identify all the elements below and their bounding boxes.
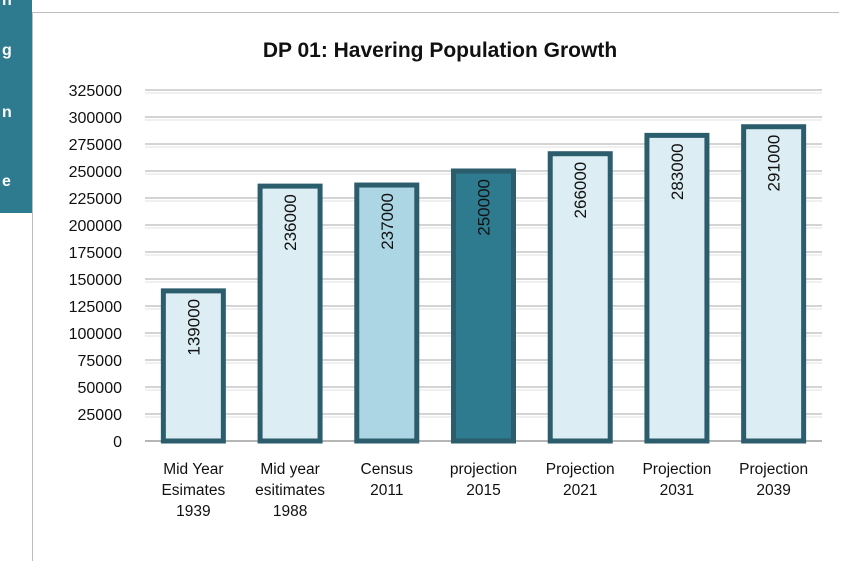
bar xyxy=(547,151,613,444)
y-tick-label: 125000 xyxy=(69,299,122,316)
x-tick-label: Projection 2039 xyxy=(739,461,808,499)
y-tick-label: 100000 xyxy=(69,326,122,343)
y-tick-label: 250000 xyxy=(69,164,122,181)
side-panel-text: n xyxy=(2,0,12,9)
data-label: 283000 xyxy=(668,143,687,200)
bar xyxy=(741,124,807,444)
data-label: 266000 xyxy=(571,162,590,219)
x-tick-label: Mid Year Esimates 1939 xyxy=(161,461,225,520)
x-tick-label: Mid year esitimates 1988 xyxy=(255,461,325,520)
y-tick-label: 0 xyxy=(113,434,122,451)
side-panel-text: g xyxy=(2,42,12,59)
x-tick-label: Projection 2021 xyxy=(546,461,615,499)
y-tick-label: 150000 xyxy=(69,272,122,289)
y-tick-label: 300000 xyxy=(69,110,122,127)
y-tick-label: 325000 xyxy=(69,83,122,100)
y-tick-label: 75000 xyxy=(78,353,123,370)
side-panel-text: n xyxy=(2,104,12,121)
data-label: 250000 xyxy=(475,179,494,236)
bar xyxy=(160,288,226,444)
y-tick-label: 25000 xyxy=(78,407,123,424)
x-tick-label: Projection 2031 xyxy=(642,461,711,499)
bar xyxy=(257,183,323,444)
bar xyxy=(644,132,710,444)
y-axis: 0 25000 50000 75000 100000 125000 150000 175000… xyxy=(69,83,122,451)
data-label: 291000 xyxy=(765,135,784,192)
side-panel-text: e xyxy=(2,173,11,190)
x-tick-label: projection 2015 xyxy=(450,461,517,499)
y-tick-label: 175000 xyxy=(69,245,122,262)
bar xyxy=(451,168,516,444)
chart-title: DP 01: Havering Population Growth xyxy=(263,39,617,62)
data-label: 139000 xyxy=(184,299,203,356)
data-labels: 139000 236000 237000 250000 266000 283000 2910… xyxy=(184,135,783,356)
y-tick-label: 225000 xyxy=(69,191,122,208)
bars xyxy=(160,124,807,444)
bar xyxy=(354,182,420,444)
chart-area xyxy=(32,12,839,561)
y-tick-label: 50000 xyxy=(78,380,123,397)
y-tick-label: 275000 xyxy=(69,137,122,154)
y-tick-label: 200000 xyxy=(69,218,122,235)
x-tick-label: Census 2011 xyxy=(361,461,414,499)
x-axis: Mid Year Esimates 1939 Mid year esitimates 19… xyxy=(161,461,808,520)
data-label: 237000 xyxy=(378,193,397,250)
side-panel: n g n e xyxy=(0,0,32,213)
data-label: 236000 xyxy=(281,194,300,251)
